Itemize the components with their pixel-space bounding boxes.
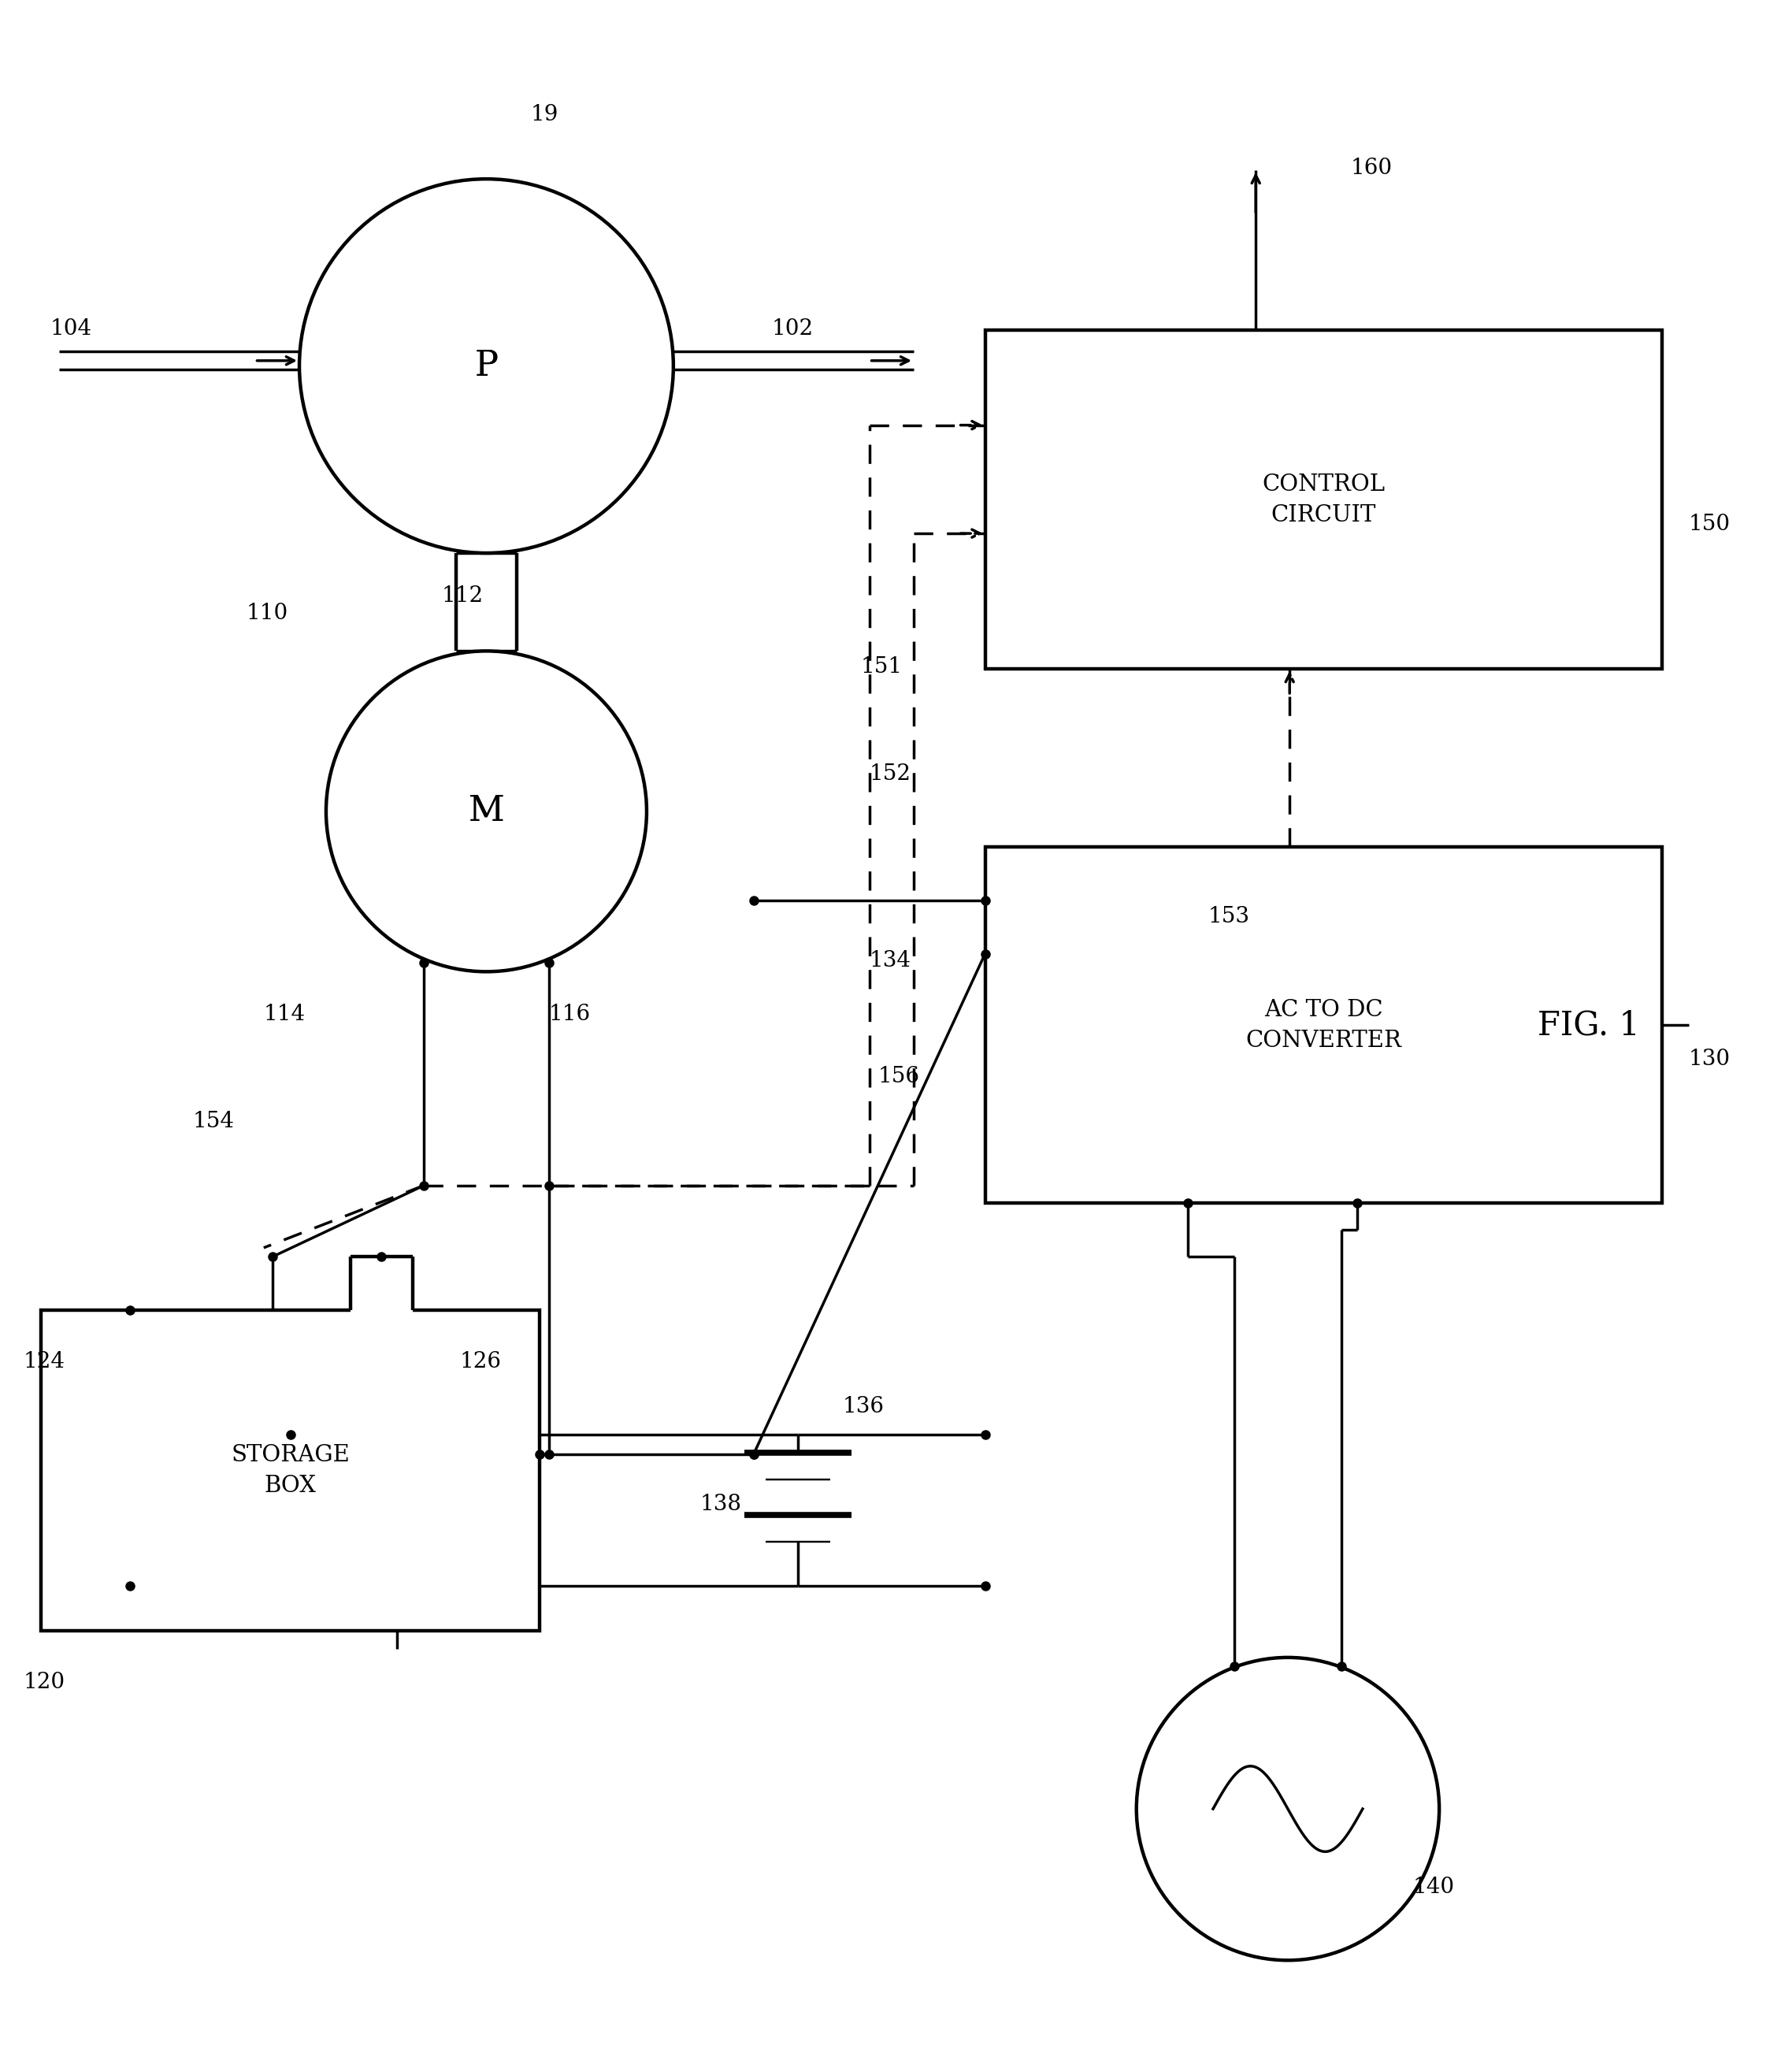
Text: 160: 160 [1349, 157, 1392, 180]
Text: 120: 120 [23, 1671, 65, 1694]
Text: 154: 154 [192, 1111, 235, 1131]
Bar [41, 1311, 539, 1632]
Text: 130: 130 [1688, 1048, 1731, 1069]
Circle shape [1136, 1656, 1439, 1960]
Bar [986, 848, 1661, 1204]
Text: CONTROL
CIRCUIT: CONTROL CIRCUIT [1262, 474, 1385, 525]
Text: 116: 116 [548, 1003, 591, 1026]
Text: 152: 152 [869, 763, 910, 784]
Text: 153: 153 [1208, 906, 1249, 926]
Text: AC TO DC
CONVERTER: AC TO DC CONVERTER [1245, 999, 1401, 1051]
Text: 156: 156 [878, 1067, 919, 1088]
Text: STORAGE
BOX: STORAGE BOX [231, 1443, 349, 1497]
Text: 151: 151 [860, 656, 901, 678]
Text: 150: 150 [1688, 515, 1731, 536]
Text: 102: 102 [771, 318, 814, 339]
Text: M: M [468, 794, 504, 829]
Text: 138: 138 [701, 1493, 742, 1516]
Text: P: P [475, 349, 498, 383]
Bar [349, 1253, 412, 1313]
Text: 140: 140 [1412, 1876, 1455, 1898]
Text: 134: 134 [869, 951, 910, 972]
Text: 19: 19 [530, 103, 559, 126]
Text: 110: 110 [246, 604, 289, 625]
Circle shape [299, 180, 674, 552]
Text: 112: 112 [443, 585, 484, 606]
Text: M: M [468, 794, 504, 829]
Bar [986, 331, 1661, 668]
Text: FIG. 1: FIG. 1 [1538, 1009, 1640, 1042]
Circle shape [326, 651, 647, 972]
Text: P: P [475, 349, 498, 383]
Text: 114: 114 [263, 1003, 306, 1026]
Text: 126: 126 [459, 1350, 502, 1373]
Text: 136: 136 [842, 1396, 883, 1417]
Text: 104: 104 [50, 318, 91, 339]
Text: 124: 124 [23, 1350, 65, 1373]
